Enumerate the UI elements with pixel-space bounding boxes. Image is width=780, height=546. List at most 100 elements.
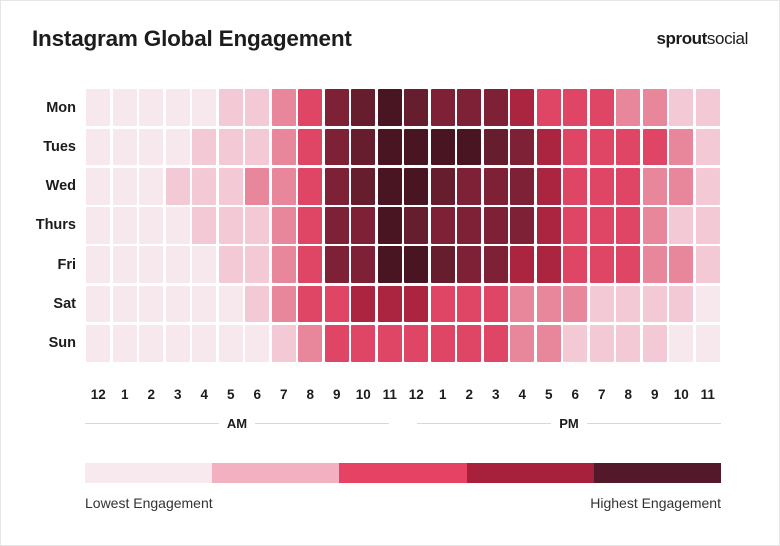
heatmap-cell[interactable]: [457, 89, 482, 126]
heatmap-cell[interactable]: [536, 89, 561, 126]
heatmap-cell[interactable]: [589, 89, 614, 126]
heatmap-cell[interactable]: [589, 246, 614, 284]
heatmap-cell[interactable]: [271, 128, 296, 166]
heatmap-cell[interactable]: [563, 246, 588, 284]
heatmap-cell[interactable]: [642, 89, 667, 126]
heatmap-cell[interactable]: [165, 285, 190, 323]
heatmap-cell[interactable]: [165, 207, 190, 244]
heatmap-cell[interactable]: [563, 167, 588, 205]
heatmap-cell[interactable]: [669, 285, 694, 323]
heatmap-cell[interactable]: [271, 167, 296, 205]
heatmap-cell[interactable]: [351, 324, 376, 362]
heatmap-cell[interactable]: [616, 207, 641, 244]
heatmap-cell[interactable]: [536, 324, 561, 362]
heatmap-cell[interactable]: [165, 89, 190, 126]
heatmap-cell[interactable]: [298, 324, 323, 362]
heatmap-cell[interactable]: [563, 128, 588, 166]
heatmap-cell[interactable]: [483, 128, 508, 166]
heatmap-cell[interactable]: [298, 285, 323, 323]
heatmap-cell[interactable]: [430, 246, 455, 284]
heatmap-cell[interactable]: [324, 246, 349, 284]
heatmap-cell[interactable]: [112, 285, 137, 323]
heatmap-cell[interactable]: [377, 167, 402, 205]
heatmap-cell[interactable]: [695, 89, 720, 126]
heatmap-cell[interactable]: [483, 207, 508, 244]
heatmap-cell[interactable]: [139, 89, 164, 126]
heatmap-cell[interactable]: [510, 128, 535, 166]
heatmap-cell[interactable]: [165, 246, 190, 284]
heatmap-cell[interactable]: [457, 128, 482, 166]
heatmap-cell[interactable]: [642, 207, 667, 244]
heatmap-cell[interactable]: [218, 167, 243, 205]
heatmap-cell[interactable]: [271, 89, 296, 126]
heatmap-cell[interactable]: [510, 207, 535, 244]
heatmap-cell[interactable]: [271, 324, 296, 362]
heatmap-cell[interactable]: [669, 89, 694, 126]
heatmap-cell[interactable]: [324, 89, 349, 126]
heatmap-cell[interactable]: [324, 207, 349, 244]
heatmap-cell[interactable]: [86, 324, 111, 362]
heatmap-cell[interactable]: [457, 324, 482, 362]
heatmap-cell[interactable]: [457, 167, 482, 205]
heatmap-cell[interactable]: [669, 167, 694, 205]
heatmap-cell[interactable]: [616, 324, 641, 362]
heatmap-cell[interactable]: [404, 89, 429, 126]
heatmap-cell[interactable]: [669, 128, 694, 166]
heatmap-cell[interactable]: [483, 89, 508, 126]
heatmap-cell[interactable]: [192, 167, 217, 205]
heatmap-cell[interactable]: [669, 324, 694, 362]
heatmap-cell[interactable]: [139, 128, 164, 166]
heatmap-cell[interactable]: [218, 246, 243, 284]
heatmap-cell[interactable]: [563, 324, 588, 362]
heatmap-cell[interactable]: [589, 324, 614, 362]
heatmap-cell[interactable]: [483, 246, 508, 284]
heatmap-cell[interactable]: [86, 167, 111, 205]
heatmap-cell[interactable]: [192, 207, 217, 244]
heatmap-cell[interactable]: [112, 89, 137, 126]
heatmap-cell[interactable]: [669, 246, 694, 284]
heatmap-cell[interactable]: [430, 285, 455, 323]
heatmap-cell[interactable]: [404, 246, 429, 284]
heatmap-cell[interactable]: [536, 285, 561, 323]
heatmap-cell[interactable]: [695, 246, 720, 284]
heatmap-cell[interactable]: [139, 167, 164, 205]
heatmap-cell[interactable]: [695, 285, 720, 323]
heatmap-cell[interactable]: [430, 128, 455, 166]
heatmap-cell[interactable]: [86, 128, 111, 166]
heatmap-cell[interactable]: [695, 128, 720, 166]
heatmap-cell[interactable]: [377, 285, 402, 323]
heatmap-cell[interactable]: [589, 207, 614, 244]
heatmap-cell[interactable]: [616, 285, 641, 323]
heatmap-cell[interactable]: [669, 207, 694, 244]
heatmap-cell[interactable]: [563, 285, 588, 323]
heatmap-cell[interactable]: [165, 324, 190, 362]
heatmap-cell[interactable]: [298, 167, 323, 205]
heatmap-cell[interactable]: [245, 167, 270, 205]
heatmap-cell[interactable]: [112, 246, 137, 284]
heatmap-cell[interactable]: [536, 167, 561, 205]
heatmap-cell[interactable]: [139, 207, 164, 244]
heatmap-cell[interactable]: [642, 324, 667, 362]
heatmap-cell[interactable]: [218, 324, 243, 362]
heatmap-cell[interactable]: [616, 128, 641, 166]
heatmap-cell[interactable]: [351, 128, 376, 166]
heatmap-cell[interactable]: [86, 246, 111, 284]
heatmap-cell[interactable]: [589, 285, 614, 323]
heatmap-cell[interactable]: [642, 285, 667, 323]
heatmap-cell[interactable]: [563, 89, 588, 126]
heatmap-cell[interactable]: [404, 324, 429, 362]
heatmap-cell[interactable]: [430, 324, 455, 362]
heatmap-cell[interactable]: [483, 167, 508, 205]
heatmap-cell[interactable]: [245, 285, 270, 323]
heatmap-cell[interactable]: [192, 89, 217, 126]
heatmap-cell[interactable]: [86, 207, 111, 244]
heatmap-cell[interactable]: [112, 167, 137, 205]
heatmap-cell[interactable]: [536, 128, 561, 166]
heatmap-cell[interactable]: [218, 128, 243, 166]
heatmap-cell[interactable]: [192, 285, 217, 323]
heatmap-cell[interactable]: [165, 128, 190, 166]
heatmap-cell[interactable]: [536, 246, 561, 284]
heatmap-cell[interactable]: [510, 285, 535, 323]
heatmap-cell[interactable]: [377, 207, 402, 244]
heatmap-cell[interactable]: [430, 167, 455, 205]
